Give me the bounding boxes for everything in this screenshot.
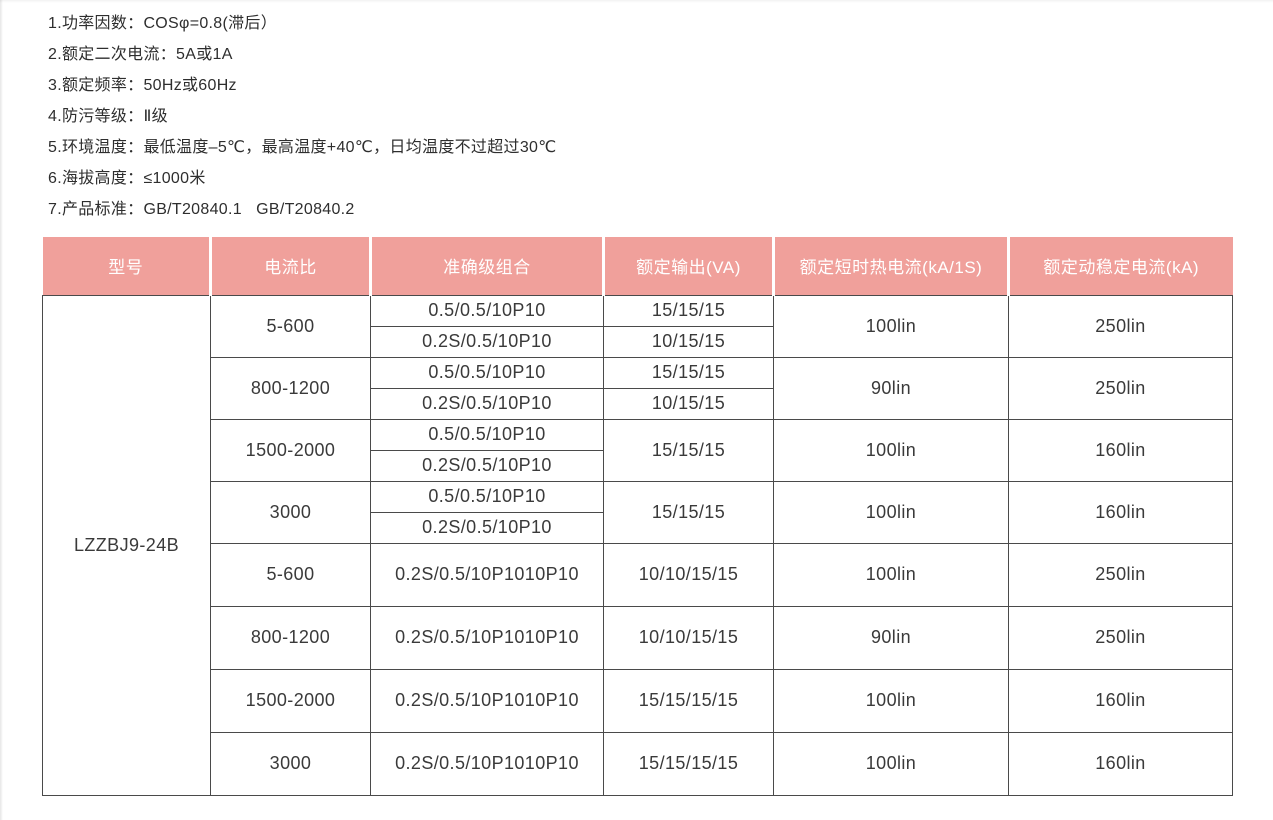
cell-accuracy: 0.5/0.5/10P10 (370, 356, 604, 389)
cell-thermal: 100lin (773, 294, 1009, 358)
cell-accuracy: 0.2S/0.5/10P1010P10 (370, 605, 604, 670)
cell-model: LZZBJ9-24B (42, 294, 211, 796)
cell-accuracy: 0.2S/0.5/10P10 (370, 387, 604, 420)
cell-accuracy: 0.5/0.5/10P10 (370, 418, 604, 451)
cell-output: 15/15/15 (603, 356, 774, 389)
cell-output: 10/15/15 (603, 325, 774, 358)
note-ambient-temp: 5.环境温度：最低温度–5℃，最高温度+40℃，日均温度不过超过30℃ (48, 139, 557, 156)
cell-output: 15/15/15/15 (603, 731, 774, 796)
note-secondary-current: 2.额定二次电流：5A或1A (48, 46, 233, 63)
cell-output: 10/10/15/15 (603, 605, 774, 670)
cell-output: 10/10/15/15 (603, 542, 774, 607)
cell-ratio: 800-1200 (210, 605, 371, 670)
header-dynamic-current: 额定动稳定电流(kA) (1007, 237, 1233, 295)
cell-thermal: 100lin (773, 542, 1009, 607)
cell-thermal: 90lin (773, 356, 1009, 420)
note-product-standard: 7.产品标准：GB/T20840.1 GB/T20840.2 (48, 201, 355, 218)
cell-ratio: 3000 (210, 731, 371, 796)
cell-dynamic: 160lin (1008, 731, 1233, 796)
header-accuracy-combo: 准确级组合 (369, 237, 604, 295)
cell-accuracy: 0.2S/0.5/10P1010P10 (370, 542, 604, 607)
cell-dynamic: 160lin (1008, 418, 1233, 482)
cell-dynamic: 250lin (1008, 542, 1233, 607)
cell-thermal: 100lin (773, 731, 1009, 796)
cell-dynamic: 160lin (1008, 480, 1233, 544)
cell-dynamic: 160lin (1008, 668, 1233, 733)
cell-ratio: 1500-2000 (210, 668, 371, 733)
cell-accuracy: 0.2S/0.5/10P1010P10 (370, 668, 604, 733)
header-rated-output: 额定输出(VA) (602, 237, 774, 295)
spec-table: 型号 电流比 准确级组合 额定输出(VA) 额定短时热电流(kA/1S) 额定动… (42, 237, 1233, 796)
note-power-factor: 1.功率因数：COSφ=0.8(滞后） (48, 15, 278, 32)
cell-dynamic: 250lin (1008, 294, 1233, 358)
cell-ratio: 5-600 (210, 294, 371, 358)
header-thermal-current: 额定短时热电流(kA/1S) (772, 237, 1009, 295)
cell-accuracy: 0.2S/0.5/10P10 (370, 449, 604, 482)
table-row: 5-600 0.2S/0.5/10P1010P10 10/10/15/15 10… (43, 542, 1233, 607)
table-row: 0.2S/0.5/10P10 (43, 511, 1233, 544)
header-model: 型号 (42, 237, 211, 295)
table-row: 1500-2000 0.2S/0.5/10P1010P10 15/15/15/1… (43, 668, 1233, 733)
cell-output: 15/15/15 (603, 418, 774, 482)
table-row: 1500-2000 0.5/0.5/10P10 15/15/15 100lin … (43, 418, 1233, 482)
table-row: 800-1200 0.2S/0.5/10P1010P10 10/10/15/15… (43, 605, 1233, 670)
cell-accuracy: 0.5/0.5/10P10 (370, 294, 604, 327)
table-row: LZZBJ9-24B 5-600 0.5/0.5/10P10 15/15/15 … (42, 294, 1233, 796)
table-row: 3000 0.2S/0.5/10P1010P10 15/15/15/15 100… (43, 731, 1233, 796)
cell-accuracy: 0.2S/0.5/10P1010P10 (370, 731, 604, 796)
cell-output: 15/15/15/15 (603, 668, 774, 733)
cell-output: 15/15/15 (603, 480, 774, 544)
header-current-ratio: 电流比 (209, 237, 371, 295)
table-row: 800-1200 0.5/0.5/10P10 15/15/15 90lin 25… (43, 356, 1233, 420)
table-row: 3000 0.5/0.5/10P10 15/15/15 100lin 160li… (43, 480, 1233, 544)
cell-ratio: 800-1200 (210, 356, 371, 420)
cell-ratio: 1500-2000 (210, 418, 371, 482)
spec-table-header: 型号 电流比 准确级组合 额定输出(VA) 额定短时热电流(kA/1S) 额定动… (42, 237, 1233, 295)
spec-notes-list: 1.功率因数：COSφ=0.8(滞后） 2.额定二次电流：5A或1A 3.额定频… (48, 8, 557, 225)
cell-output: 15/15/15 (603, 294, 774, 327)
note-altitude: 6.海拔高度：≤1000米 (48, 170, 206, 187)
cell-accuracy: 0.2S/0.5/10P10 (370, 325, 604, 358)
table-row: 0.2S/0.5/10P10 (43, 449, 1233, 482)
cell-accuracy: 0.2S/0.5/10P10 (370, 511, 604, 544)
cell-output: 10/15/15 (603, 387, 774, 420)
cell-thermal: 100lin (773, 480, 1009, 544)
table-row: 0.2S/0.5/10P10 10/15/15 (43, 325, 1233, 358)
note-pollution-class: 4.防污等级：Ⅱ级 (48, 108, 168, 125)
cell-ratio: 3000 (210, 480, 371, 544)
cell-accuracy: 0.5/0.5/10P10 (370, 480, 604, 513)
cell-thermal: 100lin (773, 668, 1009, 733)
cell-thermal: 90lin (773, 605, 1009, 670)
note-rated-frequency: 3.额定频率：50Hz或60Hz (48, 77, 237, 94)
cell-ratio: 5-600 (210, 542, 371, 607)
cell-dynamic: 250lin (1008, 356, 1233, 420)
cell-dynamic: 250lin (1008, 605, 1233, 670)
cell-thermal: 100lin (773, 418, 1009, 482)
